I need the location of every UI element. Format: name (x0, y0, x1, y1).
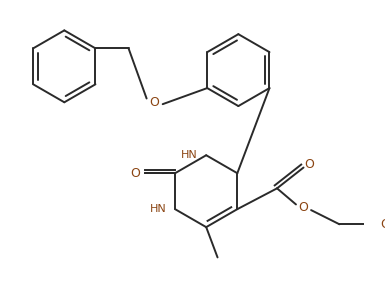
Text: HN: HN (181, 150, 198, 160)
Text: O: O (149, 96, 159, 109)
Text: O: O (131, 167, 140, 180)
Text: O: O (299, 201, 308, 214)
Text: HN: HN (150, 204, 166, 214)
Text: O: O (380, 218, 385, 231)
Text: O: O (304, 158, 314, 171)
